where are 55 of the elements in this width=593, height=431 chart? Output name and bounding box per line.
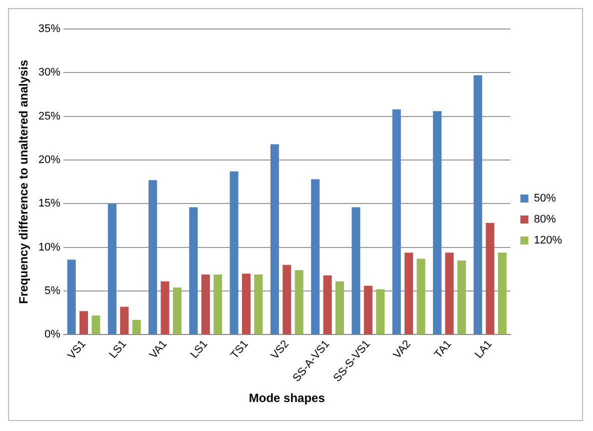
y-tick-label: 20% xyxy=(38,154,61,166)
bar xyxy=(432,111,442,334)
bar xyxy=(92,316,100,334)
legend-label: 80% xyxy=(534,214,556,226)
y-tick-label: 25% xyxy=(38,110,61,122)
bar xyxy=(416,258,426,334)
bar xyxy=(486,222,494,334)
bar xyxy=(404,252,414,334)
x-tick-label: TS1 xyxy=(228,338,251,362)
bar xyxy=(445,252,454,334)
x-tick-label: VS2 xyxy=(268,338,292,362)
bar xyxy=(457,260,466,334)
bar xyxy=(376,289,385,334)
y-tick-label: 5% xyxy=(44,285,61,298)
bar xyxy=(498,252,507,334)
bar xyxy=(270,144,279,334)
bar xyxy=(108,204,116,334)
x-tick-label: VS1 xyxy=(66,338,88,362)
bar xyxy=(214,274,222,334)
bar xyxy=(352,207,360,334)
bar xyxy=(189,207,198,334)
y-tick-label: 15% xyxy=(38,198,61,210)
x-tick-label: TA1 xyxy=(432,338,454,361)
bar xyxy=(282,264,292,334)
bar xyxy=(311,179,320,334)
y-tick-label: 0% xyxy=(44,328,61,341)
bar xyxy=(172,288,182,334)
bar xyxy=(230,171,238,334)
x-tick-label: VA1 xyxy=(148,338,170,362)
x-tick-label: VA2 xyxy=(391,338,414,362)
bar xyxy=(79,311,88,334)
bar xyxy=(474,75,482,334)
bar xyxy=(120,306,129,334)
bar xyxy=(160,281,170,334)
bar xyxy=(132,320,141,334)
bar xyxy=(67,260,76,334)
legend-label: 50% xyxy=(534,192,556,205)
bar xyxy=(335,281,344,334)
bar xyxy=(364,286,372,334)
x-axis-title: Mode shapes xyxy=(248,391,326,406)
bar xyxy=(323,275,332,334)
y-tick-label: 30% xyxy=(38,66,61,79)
bar xyxy=(148,180,158,334)
bar xyxy=(392,109,401,334)
y-tick-label: 10% xyxy=(38,241,61,254)
bar xyxy=(201,274,210,334)
legend-label: 120% xyxy=(534,234,562,247)
y-tick-label: 35% xyxy=(38,23,61,36)
y-axis-title: Frequency difference to unaltered analysis xyxy=(16,59,31,304)
bar xyxy=(254,274,263,334)
bar xyxy=(294,270,304,334)
bar xyxy=(242,274,251,334)
x-tick-label: LS1 xyxy=(188,338,210,361)
x-tick-label: LS1 xyxy=(107,338,129,361)
x-tick-label: LA1 xyxy=(472,338,495,361)
